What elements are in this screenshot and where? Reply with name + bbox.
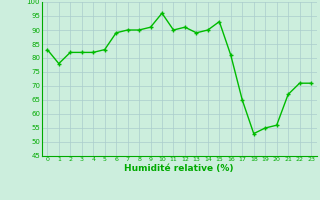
X-axis label: Humidité relative (%): Humidité relative (%): [124, 164, 234, 173]
